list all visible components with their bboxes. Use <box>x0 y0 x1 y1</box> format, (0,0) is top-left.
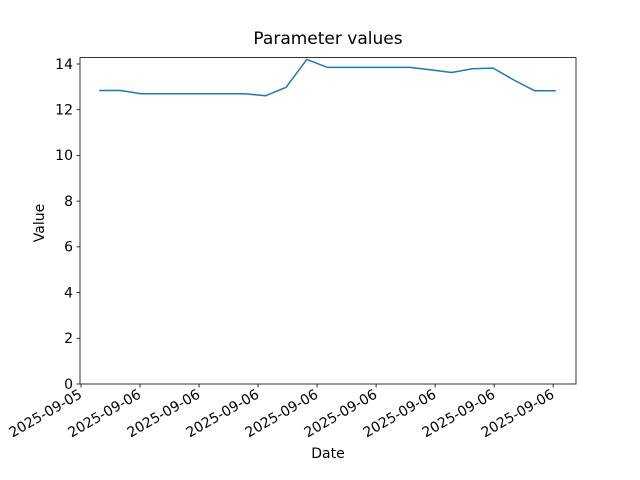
x-axis-label: Date <box>311 446 345 462</box>
y-axis-label: Value <box>32 203 48 243</box>
y-tick-label: 0 <box>64 377 73 393</box>
series-line <box>99 58 556 97</box>
y-tick-label: 12 <box>55 103 73 119</box>
y-tick-label: 2 <box>64 331 73 347</box>
y-tick-label: 10 <box>55 148 73 164</box>
y-tick-label: 4 <box>64 285 73 301</box>
y-tick-label: 6 <box>64 240 73 256</box>
plot-border <box>79 57 577 385</box>
y-tick-label: 8 <box>64 194 73 210</box>
y-tick-label: 14 <box>55 57 73 73</box>
chart-title: Parameter values <box>253 29 403 49</box>
